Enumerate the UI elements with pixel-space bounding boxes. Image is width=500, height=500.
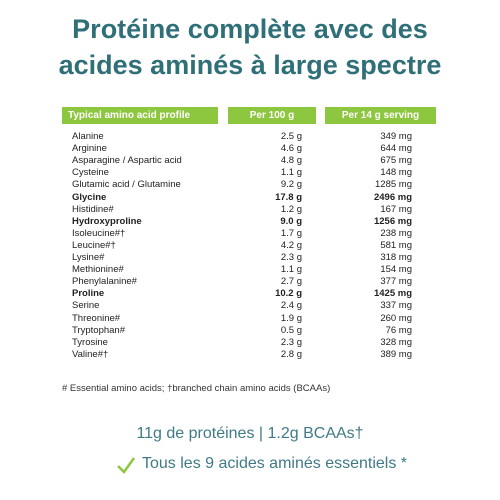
amino-acid: Tyrosine xyxy=(72,336,108,348)
check-mark xyxy=(117,457,136,474)
amount: 349 mg xyxy=(380,131,412,142)
header-cell: Per 14 g serving xyxy=(325,107,436,124)
amount: 1.9 g xyxy=(280,312,302,324)
amount: 148 mg xyxy=(380,167,412,179)
amount: 328 mg xyxy=(380,336,412,348)
amino-acid: Glycine xyxy=(72,191,107,203)
amino-acid: Arginine xyxy=(72,143,107,155)
amount: 1.1 g xyxy=(280,264,302,276)
summary: 11g de protéines | 1.2g BCAAs† xyxy=(136,425,364,442)
amount: 675 mg xyxy=(380,155,412,167)
header-cell: Typical amino acid profile xyxy=(62,107,218,124)
check-icon xyxy=(117,457,136,474)
amino-acid: Cysteine xyxy=(72,167,109,179)
amount: 2.3 g xyxy=(280,252,302,263)
amino-acid: Histidine# xyxy=(72,203,114,215)
amount: 167 mg xyxy=(380,203,412,215)
amount: 0.5 g xyxy=(280,324,302,336)
amino-acid: Phenylalanine# xyxy=(72,276,137,288)
amount: 2.8 g xyxy=(280,348,302,360)
amount: 260 mg xyxy=(380,312,412,324)
amount: 4.2 g xyxy=(280,239,302,251)
amount: 2.7 g xyxy=(280,276,302,288)
footnote: # Essential amino acids; †branched chain… xyxy=(62,383,331,394)
amount: 581 mg xyxy=(380,239,412,251)
amount: 2496 mg xyxy=(373,191,412,203)
amount: 318 mg xyxy=(380,252,412,263)
amount: 377 mg xyxy=(380,276,412,288)
amount: 1425 mg xyxy=(373,288,412,300)
amount: 76 mg xyxy=(385,324,412,336)
amount: 1.7 g xyxy=(280,227,302,239)
amino-acid: Serine xyxy=(72,300,100,312)
header-cell: Per 100 g xyxy=(228,107,316,124)
amount: 2.4 g xyxy=(280,300,302,312)
amino-acid: Leucine#† xyxy=(72,239,116,251)
amino-acid: Threonine# xyxy=(72,312,121,324)
amount: 1285 mg xyxy=(375,179,412,191)
amount: 1256 mg xyxy=(373,215,412,227)
amino-acid: Methionine# xyxy=(72,264,124,276)
amount: 2.3 g xyxy=(280,336,302,348)
amino-acid: Asparagine / Aspartic acid xyxy=(72,155,182,167)
amino-acid: Proline xyxy=(72,288,105,300)
amount: 238 mg xyxy=(380,227,412,239)
check-line: Tous les 9 acides aminés essentiels * xyxy=(142,455,408,472)
amount: 337 mg xyxy=(380,300,412,312)
amount: 9.0 g xyxy=(280,215,302,227)
amino-acid: Lysine# xyxy=(72,252,105,263)
title-line: Protéine complète avec des xyxy=(72,14,428,44)
amount: 2.5 g xyxy=(280,131,302,142)
title-line: acides aminés à large spectre xyxy=(58,50,442,80)
amount: 1.2 g xyxy=(280,203,302,215)
amino-acid: Tryptophan# xyxy=(72,324,125,336)
amino-acid: Valine#† xyxy=(72,348,109,360)
amount: 4.8 g xyxy=(280,155,302,167)
amount: 644 mg xyxy=(380,143,412,155)
amount: 10.2 g xyxy=(275,288,302,300)
amino-acid: Hydroxyproline xyxy=(72,215,142,227)
amount: 17.8 g xyxy=(275,191,302,203)
amino-acid: Alanine xyxy=(72,131,104,142)
amount: 9.2 g xyxy=(280,179,302,191)
amount: 4.6 g xyxy=(280,143,302,155)
amount: 1.1 g xyxy=(280,167,302,179)
amount: 154 mg xyxy=(380,264,412,276)
amino-acid: Isoleucine#† xyxy=(72,227,126,239)
amount: 389 mg xyxy=(380,348,412,360)
amino-acid: Glutamic acid / Glutamine xyxy=(72,179,181,191)
